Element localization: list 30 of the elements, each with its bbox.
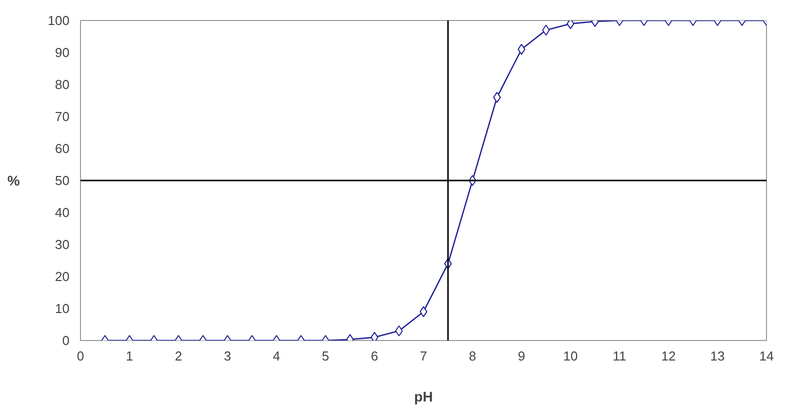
x-axis-title: pH: [414, 388, 433, 404]
x-tick-label: 6: [370, 348, 378, 364]
x-tick-label: 10: [563, 348, 578, 364]
y-tick-label: 20: [55, 269, 70, 284]
x-tick-label: 11: [612, 348, 626, 364]
x-tick-label: 1: [126, 348, 134, 364]
y-tick-label: 0: [62, 333, 70, 348]
x-tick-label: 14: [759, 348, 774, 364]
y-tick-label: 40: [55, 205, 70, 220]
y-tick-label: 80: [55, 77, 70, 92]
x-tick-label: 8: [468, 348, 476, 364]
y-tick-label: 70: [55, 109, 70, 124]
y-tick-label: 10: [55, 301, 70, 316]
x-tick-label: 9: [518, 348, 526, 364]
y-tick-label: 100: [48, 13, 70, 28]
y-axis-title: %: [7, 172, 20, 188]
y-tick-label: 50: [55, 173, 70, 188]
y-tick-label: 90: [55, 45, 70, 60]
x-tick-label: 2: [174, 348, 182, 364]
x-tick-label: 3: [224, 348, 232, 364]
x-tick-label: 5: [322, 348, 330, 364]
x-tick-label: 7: [420, 348, 428, 364]
x-tick-label: 4: [272, 348, 280, 364]
x-tick-label: 12: [661, 348, 676, 364]
y-tick-label: 30: [55, 237, 70, 252]
x-tick-label: 0: [76, 348, 84, 364]
y-tick-label: 60: [55, 141, 70, 156]
point: [370, 332, 378, 340]
point: [566, 20, 574, 30]
x-tick-label: 13: [710, 348, 725, 364]
